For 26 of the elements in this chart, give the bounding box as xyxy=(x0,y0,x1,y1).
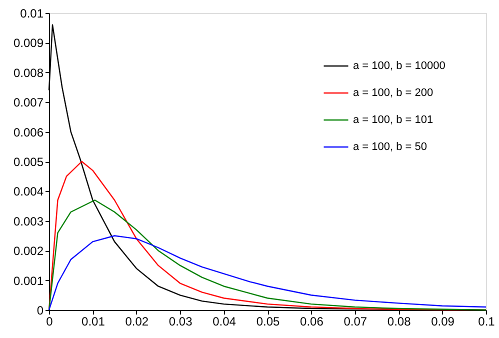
x-tick-label: 0.09 xyxy=(431,314,455,328)
x-tick-label: 0.06 xyxy=(300,314,324,328)
x-tick-label: 0.08 xyxy=(387,314,412,328)
x-tick-label: 0 xyxy=(46,314,54,328)
y-tick-label: 0.005 xyxy=(13,155,44,169)
y-tick-label: 0.002 xyxy=(13,244,44,258)
x-tick-label: 0.03 xyxy=(168,314,193,328)
y-tick-label: 0.006 xyxy=(13,125,44,140)
y-tick-label: 0.004 xyxy=(13,184,44,199)
x-tick-label: 0.1 xyxy=(478,314,496,328)
legend-label: a = 100, b = 101 xyxy=(353,114,434,126)
y-tick-label: 0.003 xyxy=(13,214,44,228)
y-tick-label: 0.007 xyxy=(13,96,44,110)
y-tick-label: 0.008 xyxy=(13,66,44,80)
legend-label: a = 100, b = 10000 xyxy=(353,60,446,72)
x-tick-label: 0.05 xyxy=(256,314,280,328)
legend-label: a = 100, b = 200 xyxy=(353,87,434,99)
x-tick-label: 0.01 xyxy=(82,314,106,328)
x-tick-label: 0.02 xyxy=(125,314,149,328)
legend-label: a = 100, b = 50 xyxy=(353,141,428,153)
y-tick-label: 0 xyxy=(36,304,44,318)
x-tick-label: 0.07 xyxy=(344,314,368,328)
y-tick-label: 0.009 xyxy=(13,36,44,50)
y-tick-label: 0.01 xyxy=(20,6,44,20)
x-tick-label: 0.04 xyxy=(212,314,236,328)
y-tick-label: 0.001 xyxy=(13,274,44,288)
